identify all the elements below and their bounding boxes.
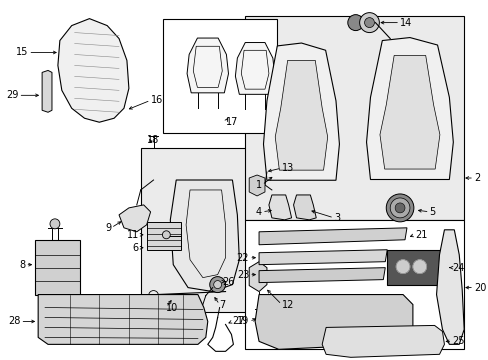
Bar <box>245 220 463 349</box>
Circle shape <box>389 198 409 218</box>
Text: 27: 27 <box>232 316 244 327</box>
Circle shape <box>209 276 225 293</box>
Bar <box>146 222 181 250</box>
Polygon shape <box>38 294 207 345</box>
Text: 15: 15 <box>16 48 28 58</box>
Circle shape <box>162 231 170 239</box>
Text: 12: 12 <box>281 300 293 310</box>
Circle shape <box>347 15 363 31</box>
Circle shape <box>260 158 273 172</box>
Circle shape <box>412 260 426 274</box>
Text: 19: 19 <box>237 316 249 327</box>
Bar <box>245 15 463 220</box>
Bar <box>386 250 446 285</box>
Polygon shape <box>379 55 439 169</box>
Text: 1: 1 <box>255 180 262 190</box>
Polygon shape <box>322 325 444 357</box>
Text: 29: 29 <box>6 90 19 100</box>
Text: 28: 28 <box>8 316 20 327</box>
Circle shape <box>395 260 409 274</box>
Polygon shape <box>170 180 239 292</box>
Polygon shape <box>436 230 463 345</box>
Text: 21: 21 <box>414 230 427 240</box>
Bar <box>141 148 308 312</box>
Text: 3: 3 <box>333 213 340 223</box>
Circle shape <box>364 18 374 28</box>
Ellipse shape <box>147 155 173 191</box>
Polygon shape <box>268 195 291 220</box>
Text: 9: 9 <box>105 223 111 233</box>
Circle shape <box>50 219 60 229</box>
Polygon shape <box>366 37 452 180</box>
Bar <box>163 19 276 133</box>
Text: 5: 5 <box>429 207 435 217</box>
Polygon shape <box>275 60 327 170</box>
Text: 2: 2 <box>473 173 479 183</box>
Text: 13: 13 <box>281 163 293 173</box>
Text: 20: 20 <box>473 283 486 293</box>
Circle shape <box>394 203 404 213</box>
Polygon shape <box>263 43 339 180</box>
Polygon shape <box>249 175 264 196</box>
Circle shape <box>213 280 221 289</box>
Text: 8: 8 <box>19 260 25 270</box>
Polygon shape <box>293 195 316 220</box>
Bar <box>35 240 80 294</box>
Polygon shape <box>235 42 274 94</box>
Polygon shape <box>259 250 386 265</box>
Text: 25: 25 <box>451 336 464 346</box>
Polygon shape <box>259 228 406 245</box>
Polygon shape <box>187 38 228 93</box>
Circle shape <box>386 194 413 222</box>
Text: 10: 10 <box>166 302 178 312</box>
Text: 24: 24 <box>451 263 464 273</box>
Circle shape <box>359 13 379 32</box>
Text: 6: 6 <box>132 243 139 253</box>
Text: 17: 17 <box>225 117 238 127</box>
Text: 4: 4 <box>255 207 262 217</box>
Text: 14: 14 <box>399 18 411 28</box>
Text: 16: 16 <box>150 95 163 105</box>
Text: 7: 7 <box>219 300 225 310</box>
Text: 11: 11 <box>126 230 139 240</box>
Polygon shape <box>249 262 266 292</box>
Polygon shape <box>119 205 150 232</box>
Polygon shape <box>58 19 129 122</box>
Polygon shape <box>42 71 52 112</box>
Text: 23: 23 <box>236 270 249 280</box>
Text: 26: 26 <box>222 276 234 287</box>
Polygon shape <box>259 268 385 283</box>
Polygon shape <box>255 294 412 349</box>
Text: 22: 22 <box>236 253 249 263</box>
Text: 18: 18 <box>146 135 159 145</box>
